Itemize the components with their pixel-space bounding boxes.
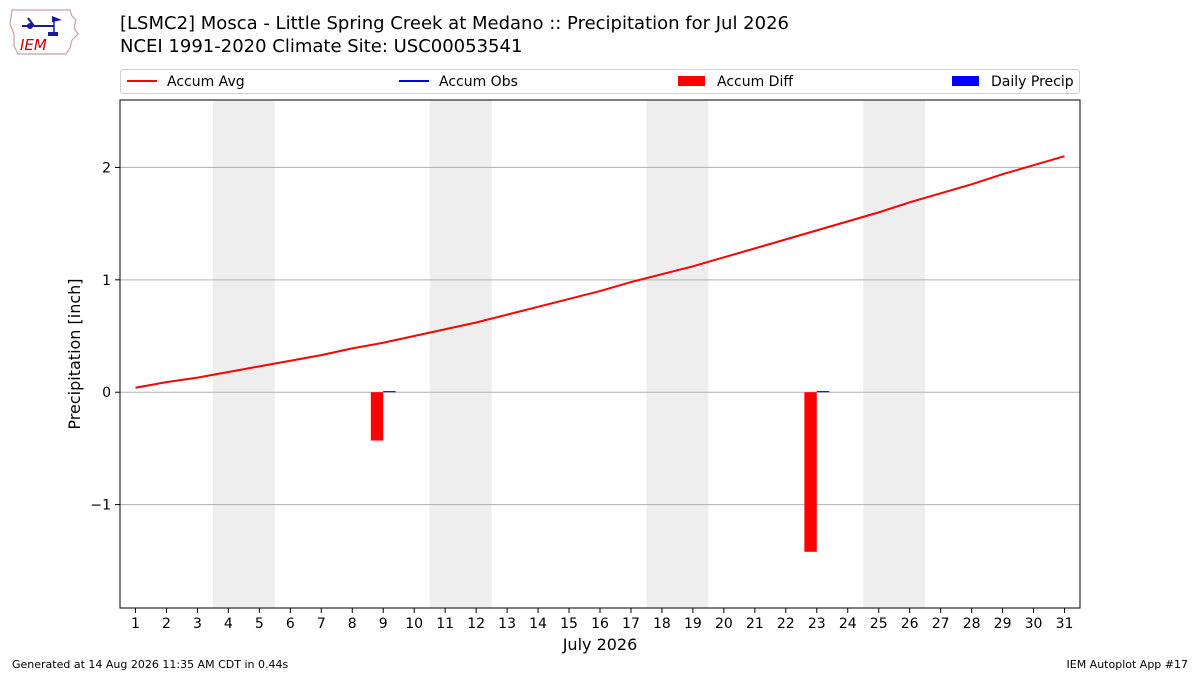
bar-accum-diff-day-9 [370, 392, 384, 441]
y-tick-label-2: 0 [102, 385, 111, 401]
x-tick-label-14: 14 [529, 616, 547, 632]
x-tick-label-18: 18 [653, 616, 671, 632]
series-line-accum-avg [135, 155, 1065, 389]
logo-text: IEM [20, 36, 47, 54]
weekend-band-1 [212, 100, 275, 608]
x-tick-label-19: 19 [684, 616, 702, 632]
x-tick-label-17: 17 [622, 616, 640, 632]
y-tick-label-3: −1 [90, 498, 111, 514]
x-tick-label-24: 24 [839, 616, 857, 632]
legend-item-accum-diff: Accum Diff [678, 74, 793, 90]
x-tick-label-2: 2 [162, 616, 171, 632]
iem-logo: IEM [8, 6, 82, 58]
x-tick-label-23: 23 [808, 616, 826, 632]
x-axis-ticks: 1 2 3 4 5 6 7 8 9 10 11 12 13 14 15 16 17 18 19 20 21 22 23 24 2… [131, 608, 1073, 632]
x-tick-label-28: 28 [963, 616, 981, 632]
legend-label-daily-precip: Daily Precip [991, 74, 1074, 90]
weekend-band-3 [646, 100, 709, 608]
weekend-band-2 [429, 100, 492, 608]
x-tick-label-27: 27 [932, 616, 950, 632]
series-lines [135, 155, 1065, 389]
x-tick-label-9: 9 [379, 616, 388, 632]
bar-daily-precip-day-23 [816, 391, 830, 393]
x-tick-label-4: 4 [224, 616, 233, 632]
legend-label-accum-diff: Accum Diff [717, 74, 794, 90]
x-tick-label-3: 3 [193, 616, 202, 632]
y-axis-label: Precipitation [inch] [65, 278, 84, 429]
x-tick-label-13: 13 [498, 616, 516, 632]
legend-label-accum-obs: Accum Obs [439, 74, 518, 90]
y-tick-label-1: 1 [102, 273, 111, 289]
footer-generated: Generated at 14 Aug 2026 11:35 AM CDT in… [12, 658, 289, 671]
legend-swatch-accum-diff [678, 75, 705, 86]
x-tick-label-16: 16 [591, 616, 609, 632]
legend-item-accum-avg: Accum Avg [127, 74, 245, 90]
x-tick-label-29: 29 [994, 616, 1012, 632]
x-tick-label-31: 31 [1056, 616, 1074, 632]
y-tick-label-0: 2 [102, 160, 111, 176]
x-tick-label-15: 15 [560, 616, 578, 632]
x-tick-label-20: 20 [715, 616, 733, 632]
bar-accum-diff-day-23 [804, 392, 817, 552]
x-tick-label-22: 22 [777, 616, 795, 632]
x-tick-label-8: 8 [348, 616, 357, 632]
legend-label-accum-avg: Accum Avg [167, 74, 245, 90]
weekend-band-4 [863, 100, 926, 608]
x-tick-label-12: 12 [467, 616, 485, 632]
x-tick-label-6: 6 [286, 616, 295, 632]
grid-lines [120, 166, 1080, 506]
legend-swatch-accum-obs [399, 79, 429, 82]
x-tick-label-26: 26 [901, 616, 919, 632]
x-tick-label-30: 30 [1025, 616, 1043, 632]
legend-swatch-accum-avg [127, 79, 157, 82]
legend-swatch-daily-precip [952, 75, 979, 86]
title-line-1: [LSMC2] Mosca - Little Spring Creek at M… [120, 13, 789, 34]
x-tick-label-5: 5 [255, 616, 264, 632]
iem-iowa-logo-icon: IEM [9, 9, 79, 55]
legend-item-accum-obs: Accum Obs [399, 74, 518, 90]
x-tick-label-10: 10 [405, 616, 423, 632]
footer-app-id: IEM Autoplot App #17 [1066, 658, 1189, 671]
y-axis-ticks: 2 1 0 −1 [90, 160, 120, 514]
legend: Accum Avg Accum Obs Accum Diff Daily Pre… [120, 69, 1080, 94]
legend-item-daily-precip: Daily Precip [952, 74, 1074, 90]
x-tick-label-11: 11 [436, 616, 454, 632]
x-tick-label-25: 25 [870, 616, 888, 632]
weekend-shading [212, 100, 926, 608]
bar-daily-precip-day-9 [383, 391, 396, 393]
title-line-2: NCEI 1991-2020 Climate Site: USC00053541 [120, 36, 523, 57]
x-tick-label-21: 21 [746, 616, 764, 632]
bars [370, 391, 830, 552]
x-tick-label-1: 1 [131, 616, 140, 632]
chart-title: [LSMC2] Mosca - Little Spring Creek at M… [120, 12, 789, 58]
x-tick-label-7: 7 [317, 616, 326, 632]
x-axis-label: July 2026 [562, 635, 638, 654]
